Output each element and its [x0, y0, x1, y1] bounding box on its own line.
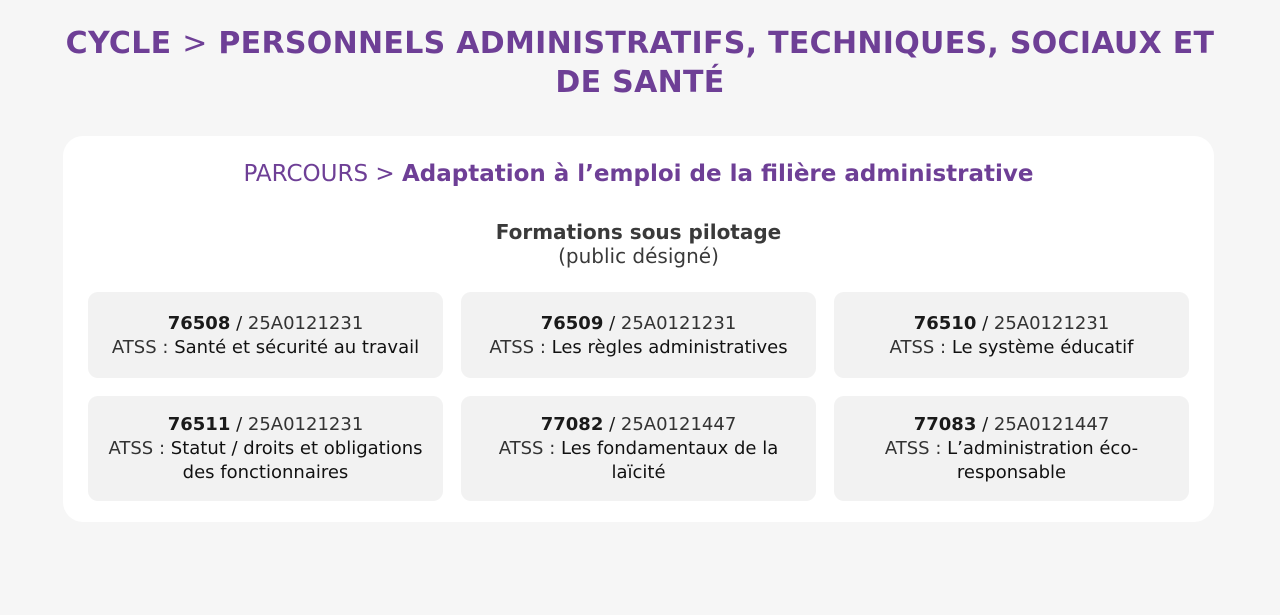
training-code: 76510 — [913, 313, 977, 334]
training-tile[interactable]: 76508 / 25A0121231 ATSS : Santé et sécur… — [88, 292, 443, 378]
training-code: 76511 — [167, 414, 231, 435]
training-prefix: ATSS : — [884, 438, 942, 459]
training-tile[interactable]: 76511 / 25A0121231 ATSS : Statut / droit… — [88, 396, 443, 501]
training-title: Les fondamentaux de la laïcité — [561, 438, 779, 483]
parcours-label: PARCOURS — [243, 161, 369, 187]
training-title: Le système éducatif — [951, 337, 1134, 358]
training-title: L’administration éco-responsable — [947, 438, 1139, 483]
training-ref: 25A0121231 — [993, 313, 1110, 334]
section-subtitle: (public désigné) — [558, 244, 719, 268]
training-title: Statut / droits et obligations des fonct… — [170, 438, 423, 483]
training-tile[interactable]: 76509 / 25A0121231 ATSS : Les règles adm… — [461, 292, 816, 378]
parcours-name: Adaptation à l’emploi de la filière admi… — [401, 161, 1034, 187]
training-code: 77083 — [913, 414, 977, 435]
training-prefix: ATSS : — [489, 337, 546, 358]
training-code: 76509 — [540, 313, 604, 334]
training-prefix: ATSS : — [889, 337, 947, 358]
section-title: Formations sous pilotage — [495, 220, 782, 244]
parcours-card: PARCOURS > Adaptation à l’emploi de la f… — [63, 136, 1214, 522]
training-prefix: ATSS : — [498, 438, 556, 459]
training-code: 77082 — [540, 414, 604, 435]
cycle-label: CYCLE — [65, 26, 172, 61]
training-ref: 25A0121231 — [620, 313, 737, 334]
training-ref: 25A0121231 — [247, 414, 364, 435]
parcours-separator: > — [375, 161, 395, 187]
training-prefix: ATSS : — [111, 337, 169, 358]
page-title: CYCLE > PERSONNELS ADMINISTRATIFS, TECHN… — [40, 24, 1240, 102]
parcours-heading: PARCOURS > Adaptation à l’emploi de la f… — [63, 160, 1214, 188]
title-separator: > — [182, 26, 208, 61]
training-code: 76508 — [167, 313, 231, 334]
training-prefix: ATSS : — [108, 438, 166, 459]
training-title: Les règles administratives — [551, 337, 788, 358]
section-heading: Formations sous pilotage (public désigné… — [63, 220, 1214, 268]
training-ref: 25A0121231 — [247, 313, 364, 334]
training-tile[interactable]: 77083 / 25A0121447 ATSS : L’administrati… — [834, 396, 1189, 501]
training-title: Santé et sécurité au travail — [174, 337, 420, 358]
cycle-title: PERSONNELS ADMINISTRATIFS, TECHNIQUES, S… — [218, 26, 1215, 100]
training-tile[interactable]: 77082 / 25A0121447 ATSS : Les fondamenta… — [461, 396, 816, 501]
training-tile[interactable]: 76510 / 25A0121231 ATSS : Le système édu… — [834, 292, 1189, 378]
training-ref: 25A0121447 — [620, 414, 737, 435]
training-ref: 25A0121447 — [993, 414, 1110, 435]
